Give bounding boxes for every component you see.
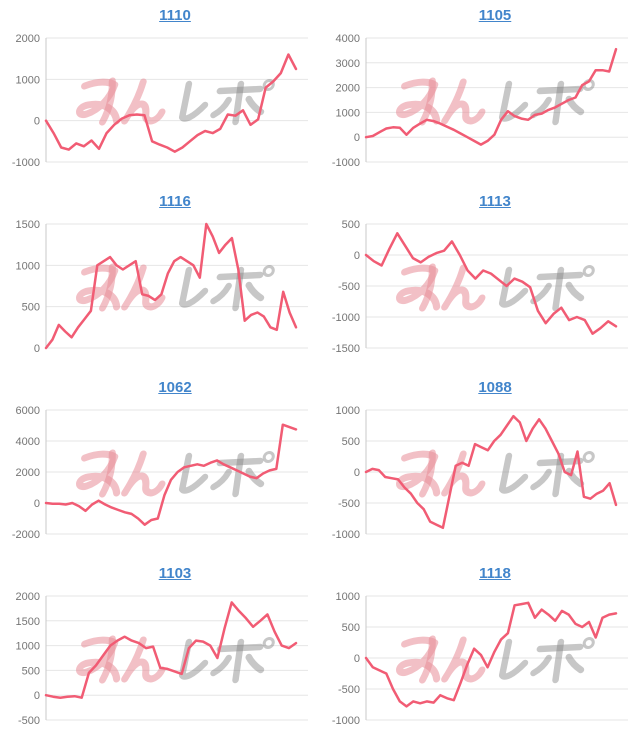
chart-cell-1062: 1062 6000 4000 2000 0 -2000 bbox=[0, 372, 320, 558]
machine-number-link[interactable]: 1110 bbox=[159, 7, 191, 24]
y-tick-label: 500 bbox=[342, 436, 360, 448]
y-tick-label: 2000 bbox=[16, 467, 40, 479]
chart-title-row: 1110 bbox=[0, 0, 320, 29]
chart-title-row: 1105 bbox=[320, 0, 640, 29]
chart-cell-1118: 1118 1000 500 0 -500 -1000 bbox=[320, 558, 640, 744]
y-tick-label: -1000 bbox=[332, 529, 360, 541]
y-tick-label: -1000 bbox=[332, 157, 360, 169]
y-tick-label: 0 bbox=[354, 467, 360, 479]
y-tick-label: 1000 bbox=[16, 641, 40, 653]
y-tick-label: -1500 bbox=[332, 343, 360, 355]
y-tick-label: 0 bbox=[354, 250, 360, 262]
y-tick-label: 1000 bbox=[16, 260, 40, 272]
y-tick-label: 0 bbox=[354, 132, 360, 144]
chart-svg: 500 0 -500 -1000 -1500 bbox=[332, 219, 628, 355]
line-chart: 2000 1000 0 -1000 bbox=[0, 29, 320, 179]
y-tick-label: 500 bbox=[342, 622, 360, 634]
machine-number-link[interactable]: 1062 bbox=[158, 379, 192, 396]
data-line bbox=[364, 601, 618, 708]
y-tick-label: 1000 bbox=[16, 74, 40, 86]
chart-cell-1110: 1110 2000 1000 0 -1000 bbox=[0, 0, 320, 186]
data-line bbox=[364, 414, 618, 530]
y-tick-label: 4000 bbox=[336, 33, 360, 45]
y-tick-label: -500 bbox=[338, 498, 360, 510]
chart-svg: 1500 1000 500 0 bbox=[16, 219, 308, 355]
machine-number-link[interactable]: 1088 bbox=[478, 379, 512, 396]
data-line bbox=[44, 222, 298, 350]
y-tick-label: -500 bbox=[18, 715, 40, 727]
y-tick-label: 500 bbox=[22, 665, 40, 677]
y-tick-label: 1500 bbox=[16, 219, 40, 231]
y-tick-label: 0 bbox=[34, 498, 40, 510]
watermark-minrepo-logo bbox=[396, 635, 595, 684]
y-tick-label: -1000 bbox=[332, 312, 360, 324]
machine-number-link[interactable]: 1105 bbox=[478, 7, 512, 24]
y-tick-label: 2000 bbox=[336, 83, 360, 95]
data-line bbox=[44, 423, 298, 526]
chart-cell-1116: 1116 1500 1000 500 0 bbox=[0, 186, 320, 372]
y-tick-label: 1500 bbox=[16, 616, 40, 628]
watermark-minrepo-logo bbox=[396, 77, 595, 126]
chart-svg: 1000 500 0 -500 -1000 bbox=[332, 591, 628, 727]
y-tick-label: 2000 bbox=[16, 33, 40, 45]
chart-title-row: 1118 bbox=[320, 558, 640, 587]
chart-title-row: 1113 bbox=[320, 186, 640, 215]
chart-cell-1088: 1088 1000 500 0 -500 -1000 bbox=[320, 372, 640, 558]
machine-number-link[interactable]: 1116 bbox=[159, 193, 191, 210]
machine-number-link[interactable]: 1103 bbox=[158, 565, 192, 582]
y-tick-label: 6000 bbox=[16, 405, 40, 417]
data-line bbox=[44, 601, 298, 699]
machine-number-link[interactable]: 1113 bbox=[479, 193, 511, 210]
chart-svg: 2000 1000 0 -1000 bbox=[12, 33, 308, 169]
y-tick-label: 0 bbox=[34, 116, 40, 128]
y-tick-label: 0 bbox=[34, 690, 40, 702]
y-tick-label: -1000 bbox=[12, 157, 40, 169]
chart-svg: 1000 500 0 -500 -1000 bbox=[332, 405, 628, 541]
chart-cell-1103: 1103 2000 1500 1000 500 0 -500 bbox=[0, 558, 320, 744]
y-tick-label: 500 bbox=[342, 219, 360, 231]
machine-number-link[interactable]: 1118 bbox=[479, 565, 511, 582]
chart-title-row: 1116 bbox=[0, 186, 320, 215]
y-tick-label: -500 bbox=[338, 684, 360, 696]
y-tick-label: 0 bbox=[354, 653, 360, 665]
y-tick-label: -500 bbox=[338, 281, 360, 293]
line-chart: 6000 4000 2000 0 -2000 bbox=[0, 401, 320, 551]
chart-cell-1105: 1105 4000 3000 2000 1000 0 -1000 bbox=[320, 0, 640, 186]
chart-svg: 6000 4000 2000 0 -2000 bbox=[12, 405, 308, 541]
y-tick-label: 2000 bbox=[16, 591, 40, 603]
data-line bbox=[364, 47, 618, 146]
data-line bbox=[44, 53, 298, 153]
chart-svg: 4000 3000 2000 1000 0 -1000 bbox=[332, 33, 628, 169]
y-tick-label: 1000 bbox=[336, 591, 360, 603]
watermark-minrepo-logo bbox=[76, 635, 275, 684]
y-tick-label: 1000 bbox=[336, 405, 360, 417]
line-chart: 1000 500 0 -500 -1000 bbox=[320, 587, 640, 737]
y-tick-label: -1000 bbox=[332, 715, 360, 727]
y-tick-label: 0 bbox=[34, 343, 40, 355]
y-tick-label: -2000 bbox=[12, 529, 40, 541]
y-tick-label: 4000 bbox=[16, 436, 40, 448]
line-chart: 4000 3000 2000 1000 0 -1000 bbox=[320, 29, 640, 179]
line-chart: 500 0 -500 -1000 -1500 bbox=[320, 215, 640, 365]
watermark-minrepo-logo bbox=[396, 263, 595, 312]
chart-svg: 2000 1500 1000 500 0 -500 bbox=[16, 591, 308, 727]
chart-title-row: 1062 bbox=[0, 372, 320, 401]
y-tick-label: 1000 bbox=[336, 107, 360, 119]
y-tick-label: 3000 bbox=[336, 58, 360, 70]
data-line bbox=[364, 232, 618, 335]
chart-title-row: 1088 bbox=[320, 372, 640, 401]
line-chart: 1500 1000 500 0 bbox=[0, 215, 320, 365]
chart-cell-1113: 1113 500 0 -500 -1000 -1500 bbox=[320, 186, 640, 372]
line-chart: 1000 500 0 -500 -1000 bbox=[320, 401, 640, 551]
watermark-minrepo-logo bbox=[76, 263, 275, 312]
chart-title-row: 1103 bbox=[0, 558, 320, 587]
y-tick-label: 500 bbox=[22, 302, 40, 314]
line-chart: 2000 1500 1000 500 0 -500 bbox=[0, 587, 320, 737]
